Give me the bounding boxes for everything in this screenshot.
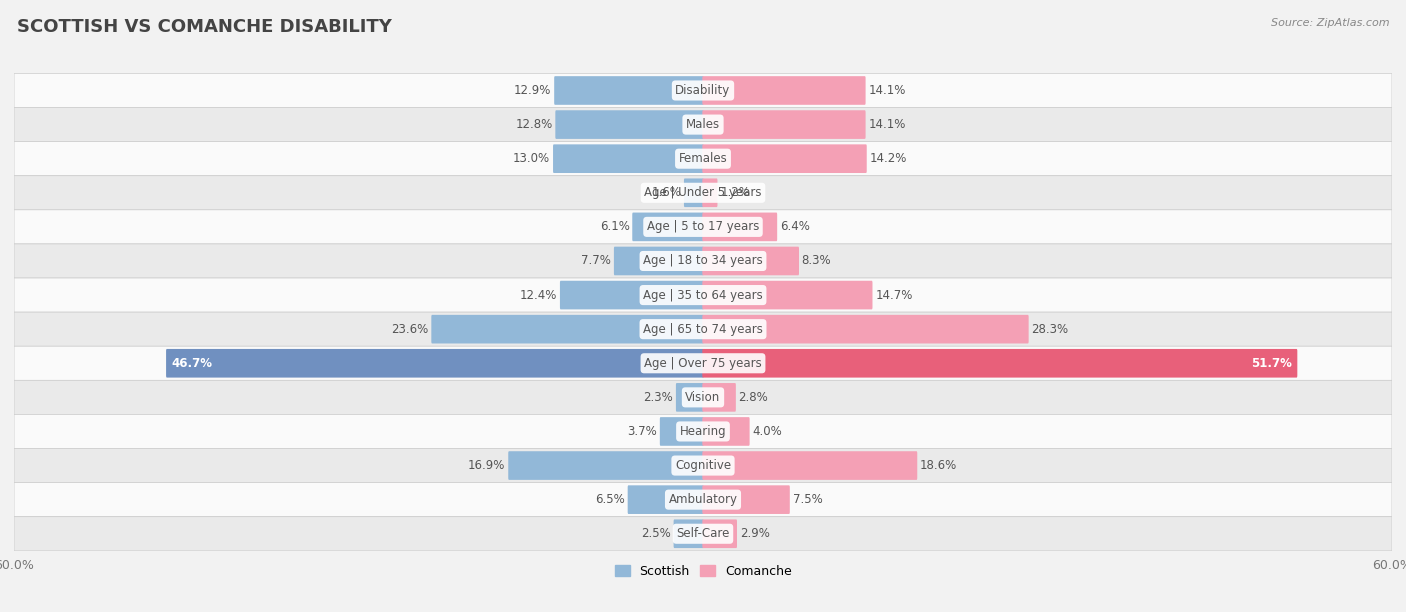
Text: 3.7%: 3.7% <box>627 425 657 438</box>
Text: 46.7%: 46.7% <box>172 357 212 370</box>
FancyBboxPatch shape <box>703 247 799 275</box>
Text: 14.1%: 14.1% <box>869 118 905 131</box>
Text: 16.9%: 16.9% <box>468 459 506 472</box>
Text: Cognitive: Cognitive <box>675 459 731 472</box>
FancyBboxPatch shape <box>432 315 703 343</box>
Text: Ambulatory: Ambulatory <box>668 493 738 506</box>
FancyBboxPatch shape <box>627 485 703 514</box>
Text: Hearing: Hearing <box>679 425 727 438</box>
FancyBboxPatch shape <box>166 349 703 378</box>
FancyBboxPatch shape <box>703 451 917 480</box>
Text: Females: Females <box>679 152 727 165</box>
Text: 8.3%: 8.3% <box>801 255 831 267</box>
FancyBboxPatch shape <box>555 110 703 139</box>
FancyBboxPatch shape <box>703 144 866 173</box>
FancyBboxPatch shape <box>560 281 703 310</box>
Text: 14.7%: 14.7% <box>875 289 912 302</box>
Text: 12.8%: 12.8% <box>516 118 553 131</box>
Text: 14.1%: 14.1% <box>869 84 905 97</box>
Text: SCOTTISH VS COMANCHE DISABILITY: SCOTTISH VS COMANCHE DISABILITY <box>17 18 392 36</box>
FancyBboxPatch shape <box>14 141 1392 176</box>
FancyBboxPatch shape <box>14 346 1392 380</box>
FancyBboxPatch shape <box>703 349 1298 378</box>
Text: Source: ZipAtlas.com: Source: ZipAtlas.com <box>1271 18 1389 28</box>
Text: 51.7%: 51.7% <box>1251 357 1292 370</box>
FancyBboxPatch shape <box>703 179 717 207</box>
FancyBboxPatch shape <box>703 485 790 514</box>
Text: 1.2%: 1.2% <box>720 186 749 200</box>
FancyBboxPatch shape <box>703 315 1029 343</box>
FancyBboxPatch shape <box>703 76 866 105</box>
Text: Vision: Vision <box>685 391 721 404</box>
Text: 2.8%: 2.8% <box>738 391 768 404</box>
FancyBboxPatch shape <box>14 449 1392 483</box>
Text: 6.4%: 6.4% <box>780 220 810 233</box>
FancyBboxPatch shape <box>703 281 873 310</box>
Text: 23.6%: 23.6% <box>391 323 429 335</box>
FancyBboxPatch shape <box>14 380 1392 414</box>
Text: Self-Care: Self-Care <box>676 528 730 540</box>
Text: 2.9%: 2.9% <box>740 528 769 540</box>
Text: Age | 65 to 74 years: Age | 65 to 74 years <box>643 323 763 335</box>
Text: 14.2%: 14.2% <box>869 152 907 165</box>
Text: Disability: Disability <box>675 84 731 97</box>
FancyBboxPatch shape <box>14 517 1392 551</box>
Text: 7.5%: 7.5% <box>793 493 823 506</box>
Text: Males: Males <box>686 118 720 131</box>
Text: 7.7%: 7.7% <box>581 255 612 267</box>
FancyBboxPatch shape <box>14 73 1392 108</box>
Text: Age | Under 5 years: Age | Under 5 years <box>644 186 762 200</box>
FancyBboxPatch shape <box>676 383 703 412</box>
Text: 6.1%: 6.1% <box>599 220 630 233</box>
FancyBboxPatch shape <box>703 383 735 412</box>
FancyBboxPatch shape <box>508 451 703 480</box>
Text: 12.9%: 12.9% <box>515 84 551 97</box>
FancyBboxPatch shape <box>553 144 703 173</box>
FancyBboxPatch shape <box>14 210 1392 244</box>
Text: 18.6%: 18.6% <box>920 459 957 472</box>
Legend: Scottish, Comanche: Scottish, Comanche <box>609 560 797 583</box>
Text: 1.6%: 1.6% <box>651 186 681 200</box>
Text: Age | 5 to 17 years: Age | 5 to 17 years <box>647 220 759 233</box>
FancyBboxPatch shape <box>14 278 1392 312</box>
FancyBboxPatch shape <box>14 108 1392 141</box>
Text: 13.0%: 13.0% <box>513 152 550 165</box>
FancyBboxPatch shape <box>703 110 866 139</box>
FancyBboxPatch shape <box>659 417 703 446</box>
FancyBboxPatch shape <box>673 520 703 548</box>
FancyBboxPatch shape <box>703 212 778 241</box>
FancyBboxPatch shape <box>14 176 1392 210</box>
FancyBboxPatch shape <box>14 244 1392 278</box>
Text: 4.0%: 4.0% <box>752 425 782 438</box>
FancyBboxPatch shape <box>614 247 703 275</box>
Text: Age | 18 to 34 years: Age | 18 to 34 years <box>643 255 763 267</box>
FancyBboxPatch shape <box>633 212 703 241</box>
Text: 2.3%: 2.3% <box>644 391 673 404</box>
FancyBboxPatch shape <box>703 417 749 446</box>
Text: 6.5%: 6.5% <box>595 493 624 506</box>
Text: 2.5%: 2.5% <box>641 528 671 540</box>
FancyBboxPatch shape <box>14 483 1392 517</box>
Text: 12.4%: 12.4% <box>520 289 557 302</box>
FancyBboxPatch shape <box>14 312 1392 346</box>
FancyBboxPatch shape <box>554 76 703 105</box>
FancyBboxPatch shape <box>14 414 1392 449</box>
Text: Age | 35 to 64 years: Age | 35 to 64 years <box>643 289 763 302</box>
FancyBboxPatch shape <box>683 179 703 207</box>
Text: Age | Over 75 years: Age | Over 75 years <box>644 357 762 370</box>
Text: 28.3%: 28.3% <box>1032 323 1069 335</box>
FancyBboxPatch shape <box>703 520 737 548</box>
